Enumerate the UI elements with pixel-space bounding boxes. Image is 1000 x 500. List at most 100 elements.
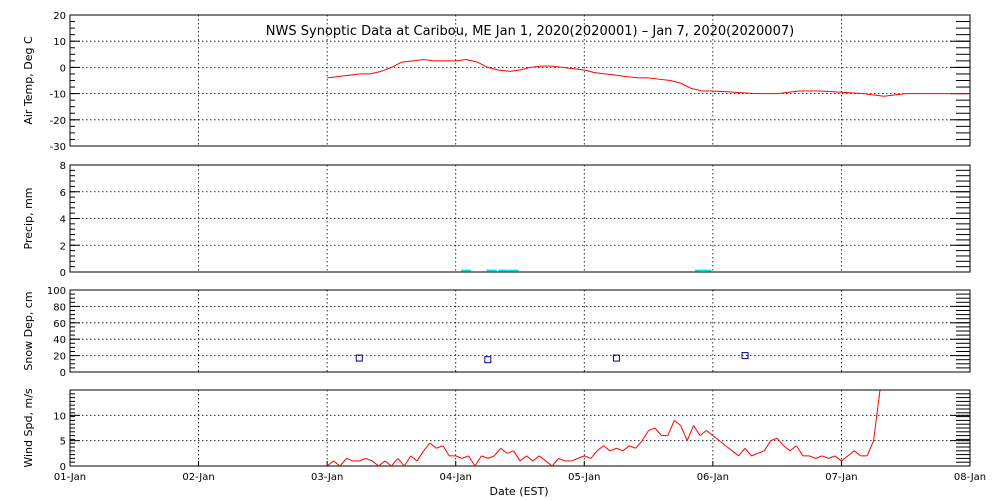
air-temp-line-segment — [819, 90, 842, 93]
air-temp-line-segment — [594, 72, 607, 75]
wind-speed-line-segment — [731, 450, 739, 457]
air-temp-line-segment — [487, 66, 499, 71]
wind-speed-line-segment — [616, 447, 624, 452]
wind-speed-line-segment — [532, 455, 540, 462]
air-temp-line-segment — [369, 70, 382, 75]
wind-speed-line-segment — [815, 455, 823, 459]
y-tick-label: 60 — [53, 319, 66, 330]
wind-speed-line-segment — [635, 440, 643, 449]
wind-speed-line-segment — [789, 445, 797, 452]
wind-speed-line-segment — [513, 450, 521, 462]
y-tick-label: 10 — [53, 37, 66, 48]
wind-speed-line-segment — [725, 445, 733, 452]
wind-speed-line-segment — [333, 460, 341, 467]
air-temp-line-segment — [690, 87, 703, 92]
wind-speed-line-segment — [686, 425, 695, 441]
wind-speed-line-segment — [423, 442, 431, 452]
wind-speed-line-segment — [776, 437, 784, 447]
air-temp-line-segment — [509, 69, 521, 72]
wind-speed-line-segment — [359, 457, 366, 462]
y-tick-label: 20 — [53, 352, 66, 363]
wind-speed-line-segment — [339, 458, 347, 467]
air-temp-line-segment — [658, 78, 671, 81]
air-temp-line-segment — [498, 69, 510, 72]
wind-speed-line-segment — [410, 455, 418, 462]
wind-speed-line-segment — [834, 455, 842, 462]
air-temp-line-segment — [863, 93, 884, 97]
y-axis-label-wind-speed: Wind Spd, m/s — [22, 388, 35, 468]
wind-speed-line-segment — [378, 460, 386, 467]
air-temp-line-segment — [455, 59, 467, 62]
wind-speed-line-segment — [481, 455, 489, 459]
panel-wind-speed: 0 5 10 Wind Spd, m/s — [22, 388, 971, 473]
y-tick-label: 0 — [60, 368, 66, 379]
wind-speed-line-segment — [712, 435, 720, 442]
wind-speed-line-segment — [526, 455, 534, 462]
air-temp-line-segment — [465, 59, 478, 63]
wind-speed-line-segment — [783, 445, 791, 452]
wind-speed-line-segment — [391, 458, 399, 467]
wind-speed-line-segment — [468, 455, 476, 467]
wind-speed-line-segment — [429, 442, 437, 449]
air-temp-line-segment — [734, 91, 756, 95]
wind-speed-line-segment — [577, 455, 585, 459]
wind-speed-line-segment — [455, 455, 463, 459]
air-temp-line-segment — [519, 66, 531, 71]
x-tick-label: 07-Jan — [825, 472, 857, 483]
wind-speed-line-segment — [673, 420, 682, 426]
wind-speed-line-segment — [584, 455, 591, 459]
wind-speed-line-segment — [770, 437, 778, 442]
x-tick-label: 06-Jan — [697, 472, 729, 483]
y-tick-label: 40 — [53, 335, 66, 346]
wind-speed-line-segment — [738, 447, 746, 457]
wind-speed-line-segment — [796, 445, 804, 457]
wind-speed-line-segment — [326, 460, 334, 467]
air-temp-line-segment — [626, 76, 639, 79]
x-tick-label: 04-Jan — [440, 472, 472, 483]
air-temp-line-segment — [477, 61, 489, 68]
wind-speed-line-segment — [706, 430, 714, 436]
y-tick-label: 2 — [60, 241, 66, 252]
y-tick-label: 100 — [47, 286, 66, 297]
wind-speed-line-segment — [538, 455, 547, 462]
air-temp-line-segment — [348, 73, 360, 76]
y-tick-label: 5 — [60, 437, 66, 448]
y-axis-label-precip: Precip, mm — [22, 188, 35, 250]
wind-speed-line-segment — [603, 445, 611, 452]
x-tick-label: 05-Jan — [568, 472, 600, 483]
wind-speed-line-segment — [809, 455, 816, 459]
y-tick-label: 80 — [53, 302, 66, 313]
wind-speed-line-segment — [551, 458, 559, 467]
wind-speed-line-segment — [346, 457, 354, 462]
x-axis: 01-Jan 02-Jan 03-Jan 04-Jan 05-Jan 06-Jan 07-J… — [54, 461, 986, 483]
precip-bar — [498, 269, 509, 272]
wind-speed-line-segment — [667, 420, 675, 436]
wind-speed-line-segment — [545, 460, 553, 467]
wind-speed-line-segment — [821, 455, 829, 459]
chart-title: NWS Synoptic Data at Caribou, ME Jan 1, … — [266, 24, 794, 39]
x-tick-label: 02-Jan — [182, 472, 214, 483]
panel-precip: 0 2 4 6 8 Precip, mm — [22, 161, 971, 279]
snow-depth-point — [355, 354, 363, 362]
wind-speed-line-segment — [519, 455, 527, 462]
snow-depth-point — [612, 354, 620, 362]
wind-speed-line-segment — [853, 450, 862, 457]
y-tick-label: 0 — [60, 462, 66, 473]
y-tick-label: 0 — [60, 268, 66, 279]
x-axis-label: Date (EST) — [489, 485, 548, 498]
y-tick-label: 20 — [53, 11, 66, 22]
air-temp-line-segment — [562, 66, 575, 70]
wind-speed-line-segment — [397, 458, 405, 467]
precip-bar — [486, 269, 497, 272]
panel-frame — [69, 289, 971, 373]
wind-speed-line-segment — [751, 452, 759, 457]
wind-speed-line-segment — [590, 450, 598, 459]
wind-speed-line-segment — [571, 457, 579, 462]
y-tick-label: 10 — [53, 411, 66, 422]
wind-speed-line-segment — [365, 457, 373, 462]
wind-speed-line-segment — [596, 445, 604, 452]
wind-speed-line-segment — [629, 445, 636, 449]
wind-speed-line-segment — [371, 460, 379, 467]
wind-speed-line-segment — [609, 447, 617, 452]
air-temp-line-segment — [680, 82, 692, 89]
